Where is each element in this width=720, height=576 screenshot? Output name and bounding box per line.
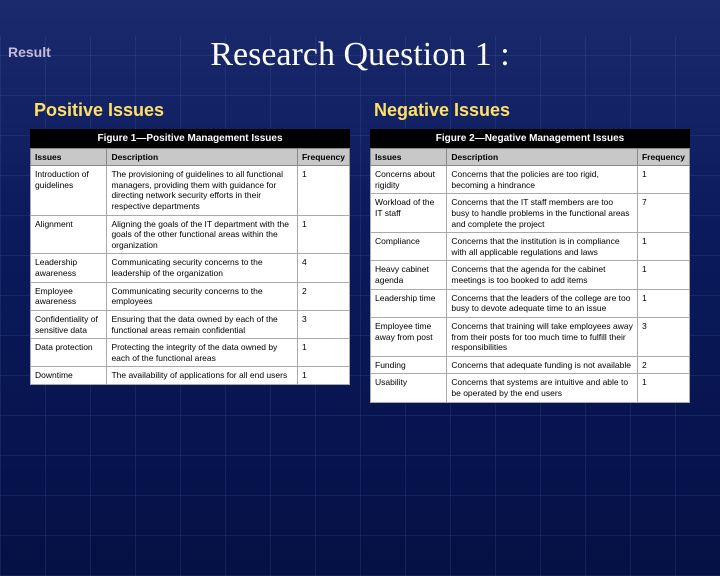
table-row: Workload of the IT staffConcerns that th…: [371, 194, 690, 233]
cell-issue: Funding: [371, 356, 447, 374]
table-row: DowntimeThe availability of applications…: [31, 367, 350, 385]
th-frequency: Frequency: [297, 149, 349, 166]
left-column: Positive Issues Figure 1—Positive Manage…: [30, 100, 350, 403]
left-table-body: Introduction of guidelinesThe provisioni…: [31, 166, 350, 385]
th-issues: Issues: [31, 149, 107, 166]
cell-description: The availability of applications for all…: [107, 367, 298, 385]
cell-issue: Downtime: [31, 367, 107, 385]
cell-description: Concerns that adequate funding is not av…: [447, 356, 638, 374]
table-row: Data protectionProtecting the integrity …: [31, 339, 350, 367]
cell-frequency: 7: [637, 194, 689, 233]
cell-issue: Data protection: [31, 339, 107, 367]
table-row: FundingConcerns that adequate funding is…: [371, 356, 690, 374]
cell-issue: Leadership awareness: [31, 254, 107, 282]
cell-frequency: 3: [297, 310, 349, 338]
cell-frequency: 2: [637, 356, 689, 374]
content-columns: Positive Issues Figure 1—Positive Manage…: [0, 100, 720, 403]
cell-description: Communicating security concerns to the e…: [107, 282, 298, 310]
cell-description: Concerns that the institution is in comp…: [447, 233, 638, 261]
cell-description: Communicating security concerns to the l…: [107, 254, 298, 282]
table-row: ComplianceConcerns that the institution …: [371, 233, 690, 261]
cell-issue: Compliance: [371, 233, 447, 261]
cell-issue: Employee time away from post: [371, 317, 447, 356]
right-figure-caption: Figure 2—Negative Management Issues: [370, 129, 690, 148]
cell-frequency: 3: [637, 317, 689, 356]
cell-issue: Employee awareness: [31, 282, 107, 310]
cell-frequency: 4: [297, 254, 349, 282]
left-heading: Positive Issues: [34, 100, 350, 121]
cell-description: Concerns that systems are intuitive and …: [447, 374, 638, 402]
th-description: Description: [447, 149, 638, 166]
cell-frequency: 1: [637, 261, 689, 289]
cell-issue: Usability: [371, 374, 447, 402]
right-heading: Negative Issues: [374, 100, 690, 121]
table-row: Introduction of guidelinesThe provisioni…: [31, 166, 350, 216]
table-row: Leadership awarenessCommunicating securi…: [31, 254, 350, 282]
th-issues: Issues: [371, 149, 447, 166]
cell-description: Concerns that the agenda for the cabinet…: [447, 261, 638, 289]
cell-frequency: 1: [297, 339, 349, 367]
cell-frequency: 1: [637, 289, 689, 317]
cell-issue: Leadership time: [371, 289, 447, 317]
right-table-body: Concerns about rigidityConcerns that the…: [371, 166, 690, 403]
cell-frequency: 1: [297, 367, 349, 385]
cell-issue: Introduction of guidelines: [31, 166, 107, 216]
table-header-row: Issues Description Frequency: [371, 149, 690, 166]
left-table: Issues Description Frequency Introductio…: [30, 148, 350, 385]
cell-frequency: 1: [637, 233, 689, 261]
table-row: Concerns about rigidityConcerns that the…: [371, 166, 690, 194]
cell-description: Ensuring that the data owned by each of …: [107, 310, 298, 338]
cell-issue: Confidentiality of sensitive data: [31, 310, 107, 338]
table-row: Heavy cabinet agendaConcerns that the ag…: [371, 261, 690, 289]
cell-issue: Heavy cabinet agenda: [371, 261, 447, 289]
table-header-row: Issues Description Frequency: [31, 149, 350, 166]
cell-frequency: 1: [637, 374, 689, 402]
slide-section-label: Result: [8, 44, 51, 60]
table-row: Employee awarenessCommunicating security…: [31, 282, 350, 310]
th-frequency: Frequency: [637, 149, 689, 166]
table-row: UsabilityConcerns that systems are intui…: [371, 374, 690, 402]
left-figure: Figure 1—Positive Management Issues Issu…: [30, 129, 350, 385]
cell-issue: Workload of the IT staff: [371, 194, 447, 233]
cell-frequency: 2: [297, 282, 349, 310]
table-row: AlignmentAligning the goals of the IT de…: [31, 215, 350, 254]
table-row: Employee time away from postConcerns tha…: [371, 317, 690, 356]
right-figure: Figure 2—Negative Management Issues Issu…: [370, 129, 690, 403]
cell-description: Concerns that training will take employe…: [447, 317, 638, 356]
cell-description: The provisioning of guidelines to all fu…: [107, 166, 298, 216]
right-table: Issues Description Frequency Concerns ab…: [370, 148, 690, 403]
th-description: Description: [107, 149, 298, 166]
cell-description: Concerns that the policies are too rigid…: [447, 166, 638, 194]
cell-frequency: 1: [297, 166, 349, 216]
cell-issue: Concerns about rigidity: [371, 166, 447, 194]
cell-description: Aligning the goals of the IT department …: [107, 215, 298, 254]
page-title: Research Question 1 :: [0, 36, 720, 74]
cell-frequency: 1: [637, 166, 689, 194]
cell-description: Protecting the integrity of the data own…: [107, 339, 298, 367]
left-figure-caption: Figure 1—Positive Management Issues: [30, 129, 350, 148]
table-row: Leadership timeConcerns that the leaders…: [371, 289, 690, 317]
right-column: Negative Issues Figure 2—Negative Manage…: [370, 100, 690, 403]
table-row: Confidentiality of sensitive dataEnsurin…: [31, 310, 350, 338]
cell-description: Concerns that the leaders of the college…: [447, 289, 638, 317]
cell-description: Concerns that the IT staff members are t…: [447, 194, 638, 233]
cell-issue: Alignment: [31, 215, 107, 254]
cell-frequency: 1: [297, 215, 349, 254]
